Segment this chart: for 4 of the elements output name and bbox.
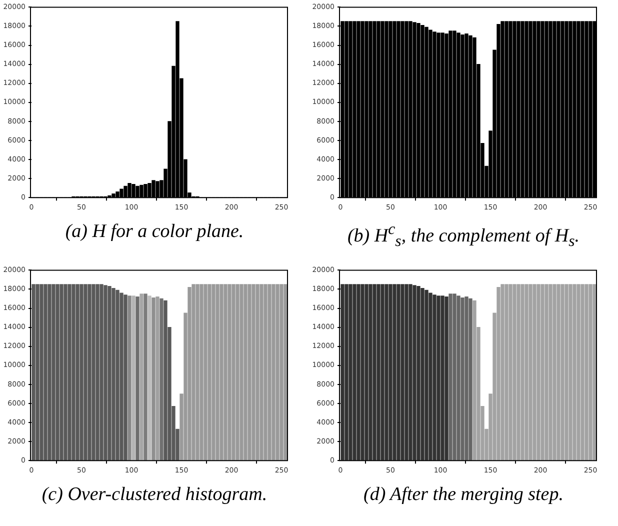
text: (c) Over-clustered histogram.	[40, 484, 268, 506]
text: (b) H$^{c}$$_{s}$, the complement of H$_{s}$.	[346, 221, 581, 252]
text: (a) H for a color plane.	[64, 221, 245, 243]
text: (d) After the merging step.	[362, 484, 564, 506]
